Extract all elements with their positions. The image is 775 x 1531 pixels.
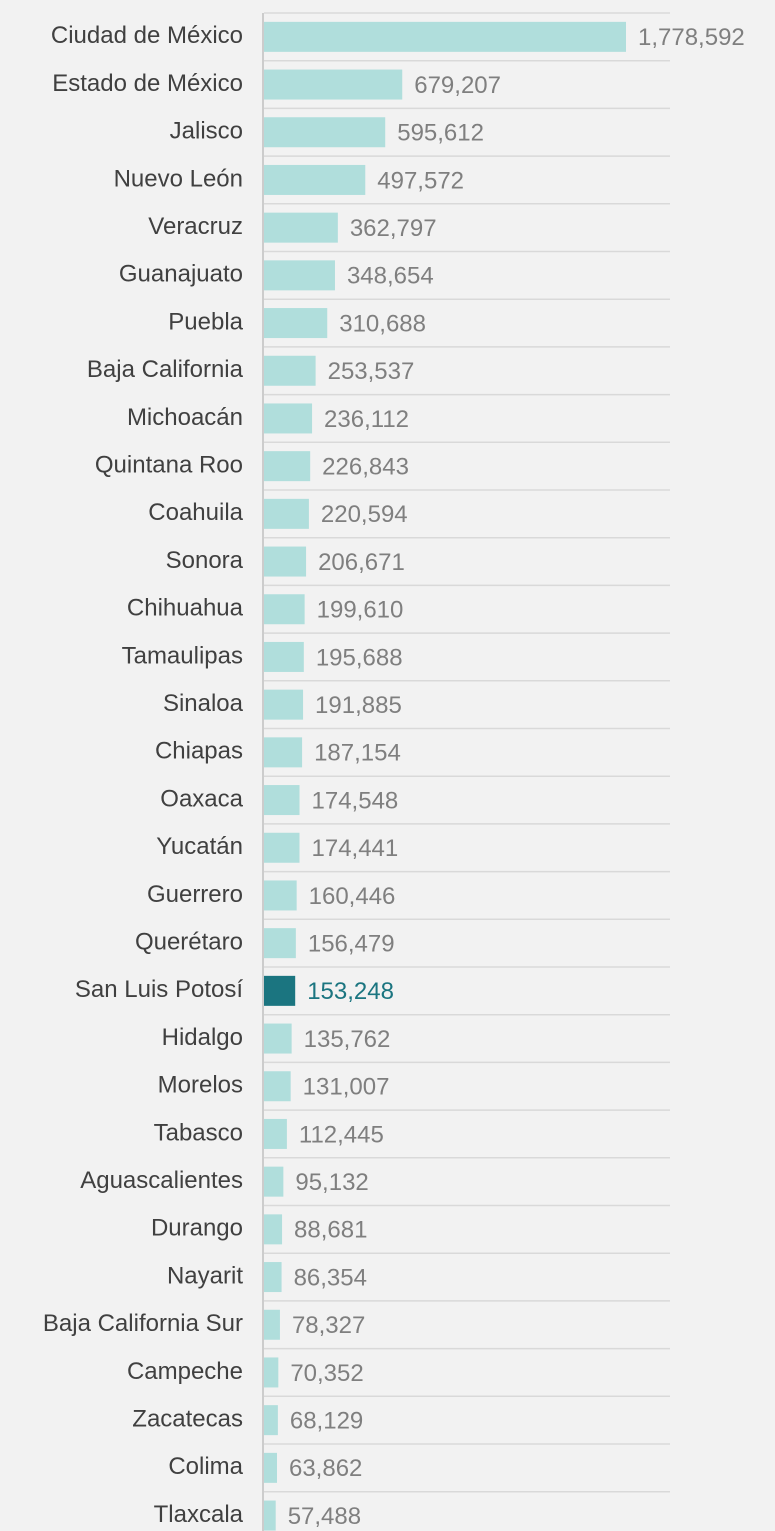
bar	[264, 69, 403, 100]
value-label: 348,654	[347, 263, 434, 290]
category-label: Yucatán	[156, 833, 243, 860]
bar	[264, 498, 309, 529]
bar	[264, 594, 305, 625]
value-label: 174,548	[312, 787, 399, 814]
value-label: 310,688	[339, 310, 426, 337]
value-label: 679,207	[414, 72, 501, 99]
category-label: Querétaro	[135, 928, 243, 955]
bar	[264, 1118, 287, 1149]
category-label: Durango	[151, 1215, 243, 1242]
category-label: Oaxaca	[160, 785, 243, 812]
category-label: Zacatecas	[132, 1405, 243, 1432]
bar	[264, 737, 303, 768]
category-label: Sinaloa	[163, 690, 244, 717]
value-label: 220,594	[321, 501, 408, 528]
category-label: Chiapas	[155, 738, 243, 765]
value-label: 86,354	[294, 1264, 367, 1291]
value-label: 226,843	[322, 453, 409, 480]
value-label: 135,762	[304, 1026, 391, 1053]
value-label: 88,681	[294, 1217, 367, 1244]
value-label: 362,797	[350, 215, 437, 242]
value-label: 497,572	[377, 167, 464, 194]
value-label: 57,488	[288, 1503, 361, 1530]
bar	[264, 308, 328, 339]
bar	[264, 1071, 291, 1102]
value-label: 156,479	[308, 930, 395, 957]
bar	[264, 355, 316, 386]
bar	[264, 880, 297, 911]
value-label: 68,129	[290, 1407, 363, 1434]
value-label: 187,154	[314, 740, 401, 767]
bar	[264, 260, 335, 291]
category-label: Guerrero	[147, 881, 243, 908]
category-label: Baja California Sur	[43, 1310, 243, 1337]
category-label: San Luis Potosí	[75, 976, 243, 1003]
bar	[264, 1262, 282, 1293]
value-label: 195,688	[316, 644, 403, 671]
bar	[264, 1357, 279, 1388]
category-label: Quintana Roo	[95, 451, 243, 478]
value-label: 595,612	[397, 120, 484, 147]
value-label: 174,441	[312, 835, 399, 862]
category-label: Baja California	[87, 356, 244, 383]
bar	[264, 21, 626, 52]
value-label: 1,778,592	[638, 24, 745, 51]
category-label: Morelos	[158, 1072, 243, 1099]
value-label: 191,885	[315, 692, 402, 719]
category-label: Tlaxcala	[154, 1501, 244, 1528]
category-label: Jalisco	[170, 118, 243, 145]
bar	[264, 212, 338, 243]
bar	[264, 689, 304, 720]
category-label: Guanajuato	[119, 261, 243, 288]
category-label: Nayarit	[167, 1262, 243, 1289]
category-label: Tabasco	[154, 1119, 243, 1146]
category-label: Sonora	[166, 547, 244, 574]
value-label: 63,862	[289, 1455, 362, 1482]
value-label: 160,446	[309, 883, 396, 910]
bar	[264, 1023, 292, 1054]
bar	[264, 1500, 276, 1531]
value-label: 112,445	[299, 1121, 384, 1148]
value-label: 153,248	[307, 978, 394, 1005]
category-label: Michoacán	[127, 404, 243, 431]
category-label: Aguascalientes	[80, 1167, 243, 1194]
category-label: Estado de México	[52, 70, 243, 97]
category-label: Veracruz	[148, 213, 243, 240]
bar	[264, 641, 304, 672]
value-label: 95,132	[295, 1169, 368, 1196]
bar	[264, 451, 311, 482]
value-label: 78,327	[292, 1312, 365, 1339]
bar	[264, 1309, 280, 1340]
category-label: Nuevo León	[114, 165, 243, 192]
bar	[264, 546, 307, 577]
bar	[264, 1166, 284, 1197]
category-label: Hidalgo	[162, 1024, 243, 1051]
value-label: 236,112	[324, 406, 409, 433]
value-label: 206,671	[318, 549, 405, 576]
bar	[264, 117, 386, 148]
category-label: Campeche	[127, 1358, 243, 1385]
bar	[264, 832, 300, 863]
bar	[264, 1452, 277, 1483]
bar	[264, 928, 296, 959]
value-label: 131,007	[303, 1074, 390, 1101]
bar	[264, 785, 300, 816]
bar	[264, 1214, 283, 1245]
value-label: 70,352	[290, 1360, 363, 1387]
category-label: Tamaulipas	[122, 642, 243, 669]
category-label: Coahuila	[148, 499, 243, 526]
value-label: 253,537	[328, 358, 415, 385]
category-label: Ciudad de México	[51, 22, 243, 49]
bar	[264, 164, 366, 195]
value-label: 199,610	[317, 597, 404, 624]
category-label: Colima	[168, 1453, 243, 1480]
bar	[264, 1405, 278, 1436]
category-label: Chihuahua	[127, 595, 244, 622]
category-label: Puebla	[168, 308, 243, 335]
bar	[264, 403, 313, 434]
bar	[264, 975, 296, 1006]
